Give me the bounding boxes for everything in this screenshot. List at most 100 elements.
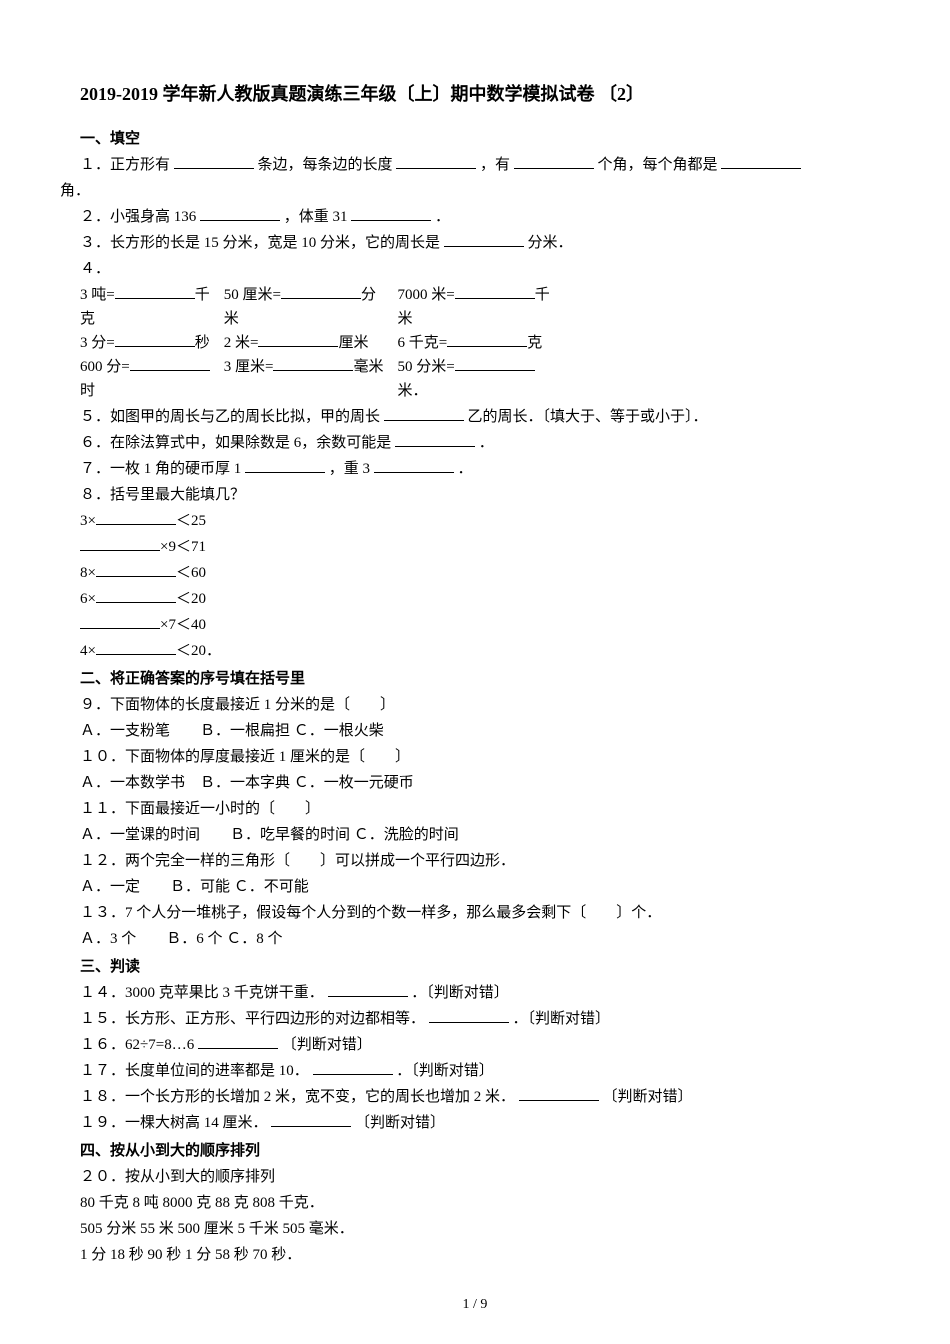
q4-r3c1-a: 600 分= — [80, 359, 130, 375]
q8-l6-b: ＜20． — [176, 643, 221, 659]
q5-text-a: ５．如图甲的周长与乙的周长比拟，甲的周长 — [80, 409, 380, 425]
q4-r2c2-b: 厘米 — [338, 335, 368, 351]
section-3-heading: 三、判读 — [80, 955, 870, 979]
q4-r1c1-c: 克 — [80, 311, 95, 327]
q7-blank-2[interactable] — [374, 457, 454, 473]
q4-r1c2-a: 50 厘米= — [224, 287, 281, 303]
q4-r3c2-blank[interactable] — [273, 355, 353, 371]
q6-blank[interactable] — [395, 431, 475, 447]
page-footer: 1 / 9 — [0, 1294, 950, 1316]
q4-r2c3-blank[interactable] — [447, 331, 527, 347]
q4-r2c3-b: 克 — [527, 335, 542, 351]
q3-text-b: 分米． — [528, 235, 573, 251]
q2-text-b: ，体重 31 — [284, 209, 348, 225]
q4-r3c3-blank[interactable] — [455, 355, 535, 371]
q4-cell-r2c2: 2 米=厘米 — [224, 331, 398, 355]
q16-text-b: 〔判断对错〕 — [282, 1037, 372, 1053]
q8-l1-b: ＜25 — [176, 513, 206, 529]
q15-text-b: ．〔判断对错〕 — [513, 1011, 611, 1027]
q3-blank-1[interactable] — [444, 231, 524, 247]
question-4-table: 3 吨=千 克 50 厘米=分 米 7000 米=千 米 3 分=秒 2 米=厘… — [80, 283, 564, 403]
q8-l3-blank[interactable] — [96, 561, 176, 577]
q4-r1c3-a: 7000 米= — [397, 287, 454, 303]
q1-blank-3[interactable] — [514, 153, 594, 169]
q8-l4-a: 6× — [80, 591, 96, 607]
q15-blank[interactable] — [429, 1007, 509, 1023]
question-20-head: ２０．按从小到大的顺序排列 — [80, 1165, 870, 1189]
q14-blank[interactable] — [328, 981, 408, 997]
section-4-heading: 四、按从小到大的顺序排列 — [80, 1139, 870, 1163]
q4-cell-r1c3: 7000 米=千 米 — [397, 283, 563, 331]
q1-blank-4[interactable] — [721, 153, 801, 169]
q4-r3c1-blank[interactable] — [130, 355, 210, 371]
question-12: １２．两个完全一样的三角形〔 〕可以拼成一个平行四边形． — [80, 849, 870, 873]
q4-r3c2-b: 毫米 — [353, 359, 383, 375]
question-18: １８．一个长方形的长增加 2 米，宽不变，它的周长也增加 2 米． 〔判断对错〕 — [80, 1085, 870, 1109]
q4-r1c1-a: 3 吨= — [80, 287, 115, 303]
question-4-head: ４． — [80, 257, 870, 281]
question-20-line2: 505 分米 55 米 500 厘米 5 千米 505 毫米． — [80, 1217, 870, 1241]
q4-cell-r1c1: 3 吨=千 克 — [80, 283, 224, 331]
q2-text-a: ２．小强身高 136 — [80, 209, 196, 225]
q14-text-b: ．〔判断对错〕 — [411, 985, 509, 1001]
q17-text-b: ．〔判断对错〕 — [396, 1063, 494, 1079]
question-9: ９．下面物体的长度最接近 1 分米的是〔 〕 — [80, 693, 870, 717]
q4-r2c2-blank[interactable] — [258, 331, 338, 347]
q4-cell-r3c1: 600 分= 时 — [80, 355, 224, 403]
q4-cell-r3c3: 50 分米= 米． — [397, 355, 563, 403]
q7-blank-1[interactable] — [245, 457, 325, 473]
question-11-options: Ａ．一堂课的时间 Ｂ．吃早餐的时间 Ｃ．洗脸的时间 — [80, 823, 870, 847]
q4-cell-r2c1: 3 分=秒 — [80, 331, 224, 355]
question-6: ６．在除法算式中，如果除数是 6，余数可能是 ． — [80, 431, 870, 455]
q8-l6-a: 4× — [80, 643, 96, 659]
q8-l3-b: ＜60 — [176, 565, 206, 581]
question-2: ２．小强身高 136 ，体重 31 ． — [80, 205, 870, 229]
question-14: １４．3000 克苹果比 3 千克饼干重． ．〔判断对错〕 — [80, 981, 870, 1005]
q4-r1c2-b: 分 — [361, 287, 376, 303]
q4-r2c1-b: 秒 — [195, 335, 210, 351]
q5-blank[interactable] — [384, 405, 464, 421]
q1-text-c: ，有 — [480, 157, 510, 173]
q8-l3-a: 8× — [80, 565, 96, 581]
question-7: ７．一枚 1 角的硬币厚 1 ，重 3 ． — [80, 457, 870, 481]
q16-text-a: １６．62÷7=8…6 — [80, 1037, 194, 1053]
q1-blank-1[interactable] — [174, 153, 254, 169]
question-8-line6: 4× ＜20． — [80, 639, 870, 663]
q1-blank-2[interactable] — [396, 153, 476, 169]
q2-blank-1[interactable] — [200, 205, 280, 221]
question-8-line2: ×9＜71 — [80, 535, 870, 559]
q4-r1c3-blank[interactable] — [455, 283, 535, 299]
question-8-line1: 3× ＜25 — [80, 509, 870, 533]
q18-text-b: 〔判断对错〕 — [603, 1089, 693, 1105]
section-2-heading: 二、将正确答案的序号填在括号里 — [80, 667, 870, 691]
question-8-line3: 8× ＜60 — [80, 561, 870, 585]
q8-l1-blank[interactable] — [96, 509, 176, 525]
q8-l2-blank[interactable] — [80, 535, 160, 551]
q8-l4-blank[interactable] — [96, 587, 176, 603]
q4-r1c2-blank[interactable] — [281, 283, 361, 299]
q17-blank[interactable] — [313, 1059, 393, 1075]
q19-blank[interactable] — [271, 1111, 351, 1127]
q16-blank[interactable] — [198, 1033, 278, 1049]
q8-l5-blank[interactable] — [80, 613, 160, 629]
q4-r3c2-a: 3 厘米= — [224, 359, 274, 375]
q8-l6-blank[interactable] — [96, 639, 176, 655]
q2-blank-2[interactable] — [351, 205, 431, 221]
q1-text-b: 条边，每条边的长度 — [258, 157, 393, 173]
q7-text-a: ７．一枚 1 角的硬币厚 1 — [80, 461, 241, 477]
question-10-options: Ａ．一本数学书 Ｂ．一本字典 Ｃ．一枚一元硬币 — [80, 771, 870, 795]
q18-blank[interactable] — [519, 1085, 599, 1101]
q4-r1c1-blank[interactable] — [115, 283, 195, 299]
q8-l1-a: 3× — [80, 513, 96, 529]
q4-r2c3-a: 6 千克= — [397, 335, 447, 351]
question-1-line2: 角． — [60, 179, 870, 203]
question-3: ３．长方形的长是 15 分米，宽是 10 分米，它的周长是 分米． — [80, 231, 870, 255]
question-13-options: Ａ．3 个 Ｂ．6 个 Ｃ．8 个 — [80, 927, 870, 951]
q4-cell-r2c3: 6 千克= 克 — [397, 331, 563, 355]
question-9-options: Ａ．一支粉笔 Ｂ．一根扁担 Ｃ．一根火柴 — [80, 719, 870, 743]
q19-text-b: 〔判断对错〕 — [355, 1115, 445, 1131]
q4-r2c1-blank[interactable] — [115, 331, 195, 347]
q4-cell-r3c2: 3 厘米= 毫米 — [224, 355, 398, 403]
q4-r3c1-b: 时 — [80, 383, 95, 399]
q4-r3c3-a: 50 分米= — [397, 359, 454, 375]
